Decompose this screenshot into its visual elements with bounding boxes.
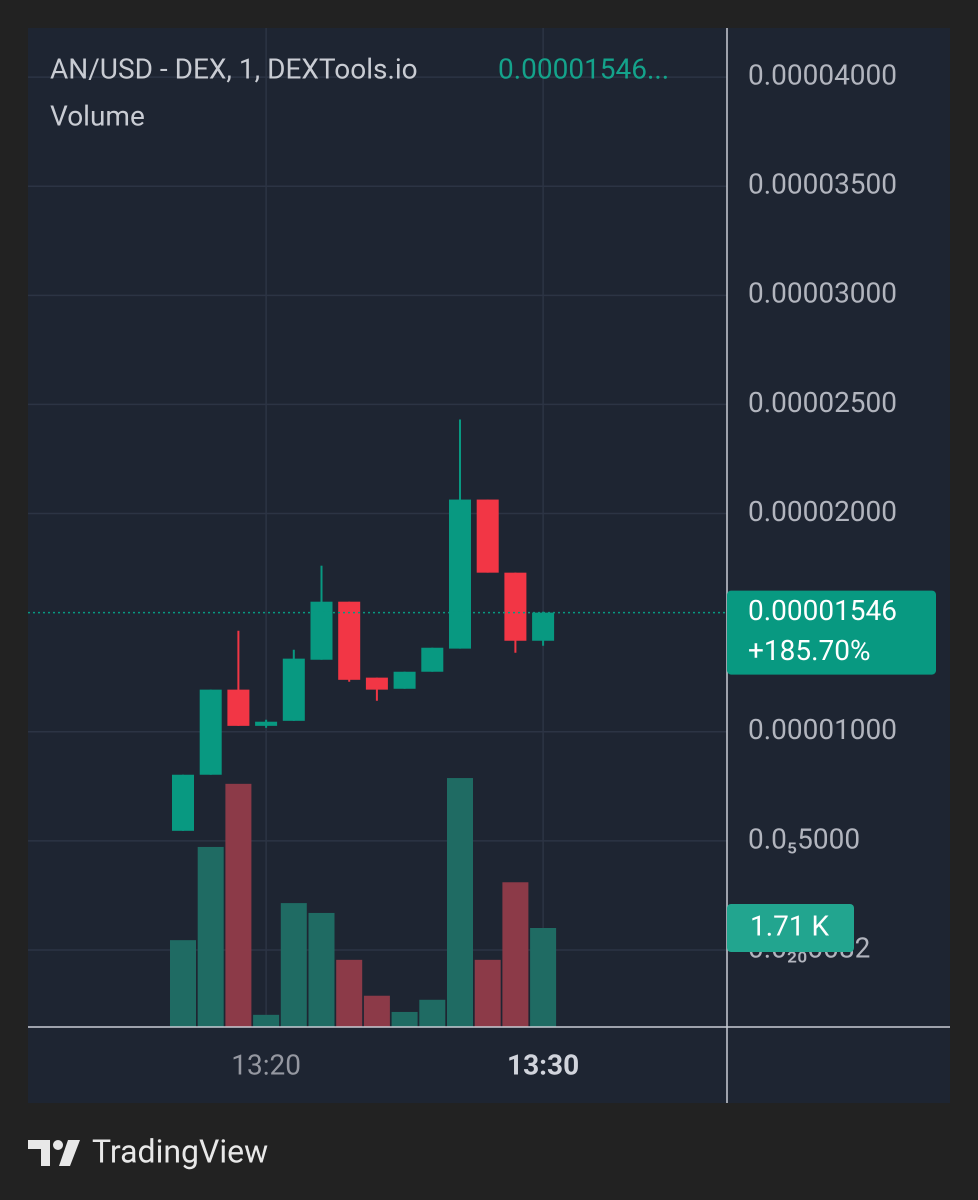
candle-body <box>421 647 444 672</box>
y-tick-label: 0.0₅5000 <box>748 822 860 855</box>
last-price-badge <box>727 590 936 675</box>
volume-title: Volume <box>50 99 145 132</box>
volume-bar <box>308 912 335 1027</box>
volume-bar <box>253 1014 280 1027</box>
y-tick-label: 0.00002000 <box>748 495 897 528</box>
candle-body <box>365 677 388 690</box>
y-tick-label: 0.00003000 <box>748 277 897 310</box>
volume-bar <box>197 846 224 1027</box>
candle-body <box>449 499 471 649</box>
candle-body <box>393 671 416 689</box>
candle-body <box>255 721 278 726</box>
volume-bar <box>280 903 307 1027</box>
volume-bar <box>530 927 557 1027</box>
volume-bar <box>447 778 473 1027</box>
candle-body <box>476 499 499 573</box>
volume-badge <box>727 903 854 952</box>
y-tick-label: 0.00002500 <box>748 386 897 419</box>
y-tick-label: 0.00001000 <box>748 713 897 746</box>
header-price: 0.00001546... <box>498 52 669 85</box>
last-price-label: 0.00001546 <box>748 594 897 627</box>
candle-body <box>227 689 250 726</box>
volume-bar <box>474 959 501 1027</box>
brand-logo <box>28 1140 80 1166</box>
candle-body <box>532 612 555 641</box>
volume-bar <box>225 783 252 1027</box>
x-tick-label: 13:20 <box>231 1048 301 1081</box>
y-tick-label: 0.00004000 <box>748 58 897 91</box>
candle-body <box>172 774 194 831</box>
volume-bar <box>502 882 529 1027</box>
candle-body <box>199 689 222 775</box>
y-tick-label: 0.00003500 <box>748 168 897 201</box>
candle-body <box>338 601 361 680</box>
brand-name: TradingView <box>92 1132 268 1170</box>
x-tick-label: 13:30 <box>507 1048 579 1081</box>
volume-bar <box>391 1011 418 1027</box>
chart-title: AN/USD - DEX, 1, DEXTools.io <box>50 52 418 85</box>
candle-body <box>282 658 305 721</box>
volume-bar <box>419 999 446 1027</box>
change-label: +185.70% <box>748 634 870 667</box>
volume-label: 1.71 K <box>750 909 830 942</box>
candle-body <box>310 601 333 660</box>
candle-body <box>504 572 527 641</box>
volume-bar <box>336 959 363 1027</box>
volume-bar <box>170 940 196 1027</box>
volume-bar <box>363 995 390 1027</box>
